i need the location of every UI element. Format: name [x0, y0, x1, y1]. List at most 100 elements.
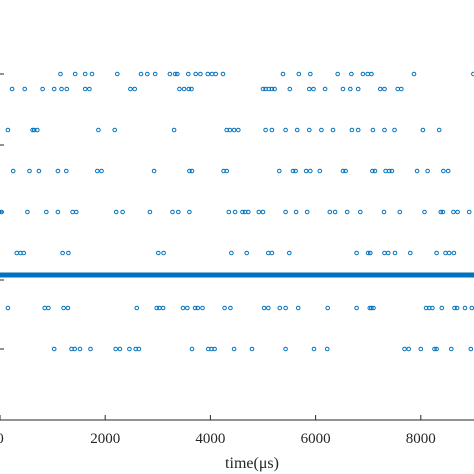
data-point-s1-24: [348, 86, 353, 92]
data-point-s7-18: [324, 346, 330, 352]
data-point-s4-24: [332, 209, 338, 215]
data-point-s6-18: [266, 305, 271, 311]
data-point-s1-19: [287, 86, 293, 92]
data-point-s6-31: [452, 305, 457, 311]
data-point-s0-21: [335, 71, 341, 77]
data-point-s2-5: [112, 127, 117, 133]
data-point-s2-19: [355, 127, 361, 133]
data-point-s1-11: [181, 86, 187, 92]
data-point-s2-21: [382, 127, 387, 133]
data-point-s5-2: [21, 250, 27, 256]
data-point-s4-12: [187, 209, 192, 215]
data-point-s0-11: [186, 71, 191, 77]
data-point-s4-9: [147, 209, 153, 215]
data-point-s0-9: [172, 71, 178, 77]
data-point-s5-21: [446, 250, 452, 256]
data-point-s3-19: [343, 168, 348, 174]
scatter-points: [0, 71, 474, 352]
data-point-s6-16: [228, 305, 233, 311]
data-point-s6-12: [192, 305, 198, 311]
data-point-s2-9: [231, 127, 237, 133]
data-point-s3-17: [317, 168, 323, 174]
data-point-s5-19: [434, 250, 439, 256]
data-point-s2-2: [31, 127, 37, 133]
data-point-s1-20: [307, 86, 312, 92]
data-point-s0-26: [411, 71, 417, 77]
data-point-s6-4: [61, 305, 66, 311]
x-tick-label-2: 4000: [195, 431, 225, 447]
data-point-s7-14: [231, 346, 237, 352]
data-point-s6-23: [354, 305, 359, 311]
data-point-s2-15: [307, 127, 312, 133]
data-point-s4-22: [304, 209, 310, 215]
data-point-s7-10: [189, 346, 195, 352]
data-point-s3-24: [389, 168, 395, 174]
data-point-s1-3: [51, 86, 57, 92]
data-point-s5-22: [451, 250, 457, 256]
data-point-s4-7: [113, 209, 119, 215]
data-point-s5-5: [156, 250, 161, 256]
data-point-s4-26: [358, 209, 363, 215]
data-point-s6-10: [180, 305, 186, 311]
data-point-s6-26: [371, 305, 376, 311]
data-point-s2-13: [283, 127, 288, 133]
data-point-s4-34: [466, 209, 472, 215]
data-point-s6-13: [195, 305, 201, 311]
data-point-s2-0: [5, 127, 11, 133]
data-point-s6-27: [423, 305, 429, 311]
data-point-s4-10: [170, 209, 175, 215]
data-point-s3-2: [36, 168, 42, 174]
data-point-s5-6: [161, 250, 166, 256]
data-point-s6-19: [277, 305, 283, 311]
data-point-s4-6: [74, 209, 79, 215]
data-point-s6-20: [283, 305, 288, 311]
data-point-s4-25: [344, 209, 350, 215]
data-point-s2-22: [392, 127, 397, 133]
data-point-s5-15: [382, 250, 387, 256]
data-point-s7-13: [212, 346, 217, 352]
data-point-s7-23: [434, 346, 439, 352]
data-point-s4-0: [0, 209, 2, 215]
data-point-s7-4: [88, 346, 93, 352]
data-point-s4-33: [455, 209, 460, 215]
data-point-s7-3: [77, 346, 83, 352]
data-point-s4-11: [176, 209, 181, 215]
data-point-s3-20: [370, 168, 375, 174]
data-point-s1-5: [64, 86, 70, 92]
x-tick-label-1: 2000: [90, 431, 120, 447]
data-point-s7-22: [432, 346, 437, 352]
x-tick-labels: 0 2000 4000 6000 8000: [0, 431, 436, 447]
data-point-s5-4: [66, 250, 71, 256]
data-point-s6-7: [154, 305, 159, 311]
data-point-s5-14: [368, 250, 373, 256]
data-point-s1-28: [395, 86, 401, 92]
data-point-s5-20: [443, 250, 448, 256]
data-point-s4-27: [381, 209, 387, 215]
data-point-s1-9: [132, 86, 137, 92]
data-point-s0-16: [213, 71, 218, 77]
data-point-s3-7: [151, 168, 157, 174]
data-point-s0-23: [360, 71, 366, 77]
data-point-s4-1: [0, 209, 4, 215]
data-point-s2-8: [227, 127, 233, 133]
data-point-s6-9: [160, 305, 166, 311]
data-point-s6-17: [261, 305, 267, 311]
data-point-s3-23: [386, 168, 392, 174]
data-point-s7-15: [249, 346, 255, 352]
data-point-s3-3: [55, 168, 61, 174]
data-point-s6-29: [430, 305, 435, 311]
data-point-s3-13: [290, 168, 296, 174]
data-point-s5-18: [408, 250, 413, 256]
data-point-s0-10: [175, 71, 180, 77]
data-point-s4-15: [240, 209, 245, 215]
data-point-s5-10: [269, 250, 275, 256]
data-point-s5-7: [229, 250, 234, 256]
data-point-s2-3: [35, 127, 40, 133]
data-point-s5-13: [365, 250, 371, 256]
data-point-s2-14: [294, 127, 300, 133]
data-point-s7-9: [136, 346, 142, 352]
data-point-s4-31: [440, 209, 446, 215]
data-point-s3-28: [445, 168, 451, 174]
data-point-s0-4: [115, 71, 120, 77]
